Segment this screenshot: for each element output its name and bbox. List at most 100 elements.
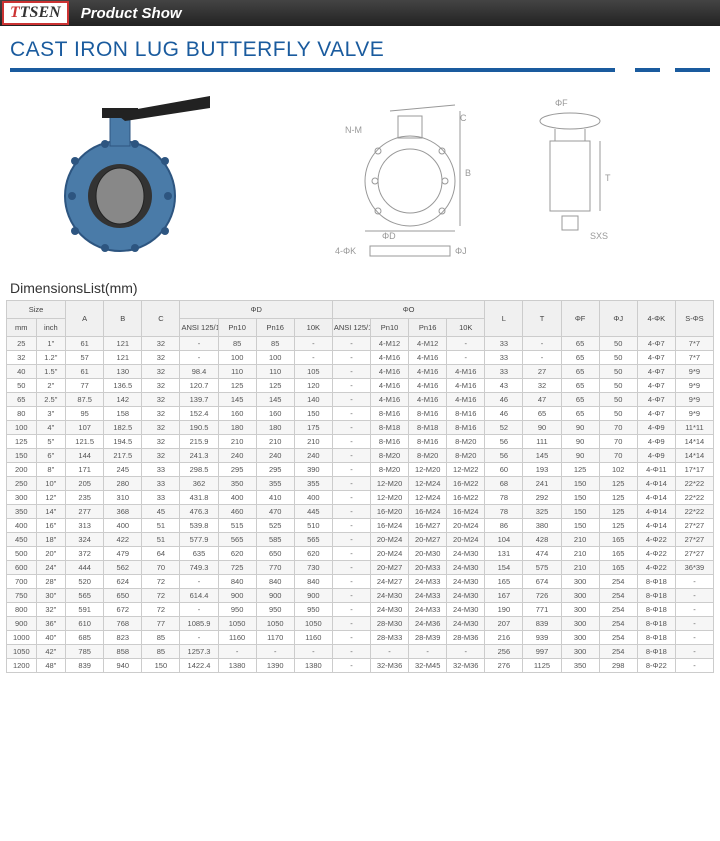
table-cell: 33 xyxy=(485,337,523,351)
table-cell: 4-M16 xyxy=(447,393,485,407)
table-cell: 241.3 xyxy=(180,449,218,463)
svg-text:ΦD: ΦD xyxy=(382,231,396,241)
table-cell: - xyxy=(332,617,370,631)
table-cell: 515 xyxy=(218,519,256,533)
page-title: CAST IRON LUG BUTTERFLY VALVE xyxy=(0,26,720,68)
table-cell: 12-M20 xyxy=(371,491,409,505)
table-cell: 768 xyxy=(104,617,142,631)
th-phio: ΦO xyxy=(332,301,484,319)
table-cell: 72 xyxy=(142,575,180,589)
table-cell: 33 xyxy=(142,463,180,477)
table-cell: 20-M24 xyxy=(371,547,409,561)
table-cell: 167 xyxy=(485,589,523,603)
th-ansi2: ANSI 125/150 xyxy=(332,319,370,337)
product-photo xyxy=(40,86,220,266)
table-cell: 145 xyxy=(256,393,294,407)
table-cell: 650 xyxy=(256,547,294,561)
table-cell: - xyxy=(332,659,370,673)
table-cell: 104 xyxy=(485,533,523,547)
table-cell: 18" xyxy=(36,533,66,547)
table-cell: 362 xyxy=(180,477,218,491)
table-cell: 14*14 xyxy=(675,435,713,449)
table-row: 100040"68582385-116011701160-28-M3328-M3… xyxy=(7,631,714,645)
header-label: Product Show xyxy=(81,5,182,22)
table-cell: - xyxy=(294,351,332,365)
table-cell: 254 xyxy=(599,589,637,603)
table-cell: 565 xyxy=(218,533,256,547)
table-row: 1004"107182.532190.5180180175-8-M188-M18… xyxy=(7,421,714,435)
table-cell: - xyxy=(180,337,218,351)
table-cell: 20-M30 xyxy=(409,547,447,561)
table-cell: 355 xyxy=(294,477,332,491)
table-cell: 298.5 xyxy=(180,463,218,477)
table-cell: 8-M20 xyxy=(371,449,409,463)
table-cell: 372 xyxy=(66,547,104,561)
table-cell: 40 xyxy=(7,365,37,379)
table-cell: 120.7 xyxy=(180,379,218,393)
table-cell: 32 xyxy=(523,379,561,393)
table-cell: 125 xyxy=(561,463,599,477)
table-cell: 51 xyxy=(142,519,180,533)
table-row: 30012"23531033431.8400410400-12-M2012-M2… xyxy=(7,491,714,505)
table-cell: 4-Φ14 xyxy=(637,477,675,491)
table-cell: 823 xyxy=(104,631,142,645)
table-cell: 110 xyxy=(256,365,294,379)
table-cell: 32-M36 xyxy=(447,659,485,673)
table-cell: 4-M16 xyxy=(371,393,409,407)
table-cell: 300 xyxy=(561,617,599,631)
table-cell: 20-M27 xyxy=(409,533,447,547)
table-cell: - xyxy=(447,645,485,659)
table-cell: 1050 xyxy=(294,617,332,631)
table-cell: 730 xyxy=(294,561,332,575)
table-cell: 80 xyxy=(7,407,37,421)
table-cell: 9*9 xyxy=(675,393,713,407)
table-cell: 562 xyxy=(104,561,142,575)
table-cell: 800 xyxy=(7,603,37,617)
table-cell: 939 xyxy=(523,631,561,645)
table-cell: 24-M33 xyxy=(409,575,447,589)
table-cell: 325 xyxy=(523,505,561,519)
table-cell: - xyxy=(332,645,370,659)
th-a: A xyxy=(66,301,104,337)
table-cell: 70 xyxy=(599,421,637,435)
table-cell: 840 xyxy=(294,575,332,589)
table-cell: 32 xyxy=(142,449,180,463)
table-cell: 4-Φ9 xyxy=(637,435,675,449)
table-cell: - xyxy=(294,337,332,351)
table-cell: 16-M22 xyxy=(447,477,485,491)
table-cell: 65 xyxy=(561,365,599,379)
table-cell: 460 xyxy=(218,505,256,519)
table-cell: 2" xyxy=(36,379,66,393)
th-t: T xyxy=(523,301,561,337)
table-cell: 997 xyxy=(523,645,561,659)
table-cell: 131 xyxy=(485,547,523,561)
table-cell: - xyxy=(218,645,256,659)
table-cell: 254 xyxy=(599,631,637,645)
table-cell: 1085.9 xyxy=(180,617,218,631)
table-row: 45018"32442251577.9565585565-20-M2420-M2… xyxy=(7,533,714,547)
table-cell: 142 xyxy=(104,393,142,407)
table-cell: 32-M45 xyxy=(409,659,447,673)
table-cell: 16-M27 xyxy=(409,519,447,533)
table-cell: - xyxy=(675,589,713,603)
table-cell: 121.5 xyxy=(66,435,104,449)
table-cell: 254 xyxy=(599,603,637,617)
table-cell: 4-Φ7 xyxy=(637,351,675,365)
images-row: N-M C B ΦD 4-ΦK ΦJ ΦF T SXS xyxy=(0,82,720,276)
table-cell: 150 xyxy=(561,519,599,533)
table-cell: 250 xyxy=(7,477,37,491)
table-cell: 16-M24 xyxy=(447,505,485,519)
table-cell: 4-M16 xyxy=(371,351,409,365)
table-cell: 32 xyxy=(142,379,180,393)
th-mm: mm xyxy=(7,319,37,337)
dimensions-table: Size A B C ΦD ΦO L T ΦF ΦJ 4-ΦK S-ΦS mm … xyxy=(6,300,714,673)
table-cell: 65 xyxy=(523,407,561,421)
table-cell: 1.2" xyxy=(36,351,66,365)
table-cell: 32" xyxy=(36,603,66,617)
table-cell: 194.5 xyxy=(104,435,142,449)
table-cell: 577.9 xyxy=(180,533,218,547)
table-cell: 36" xyxy=(36,617,66,631)
table-cell: 20-M24 xyxy=(447,533,485,547)
table-cell: 121 xyxy=(104,351,142,365)
table-cell: 380 xyxy=(523,519,561,533)
